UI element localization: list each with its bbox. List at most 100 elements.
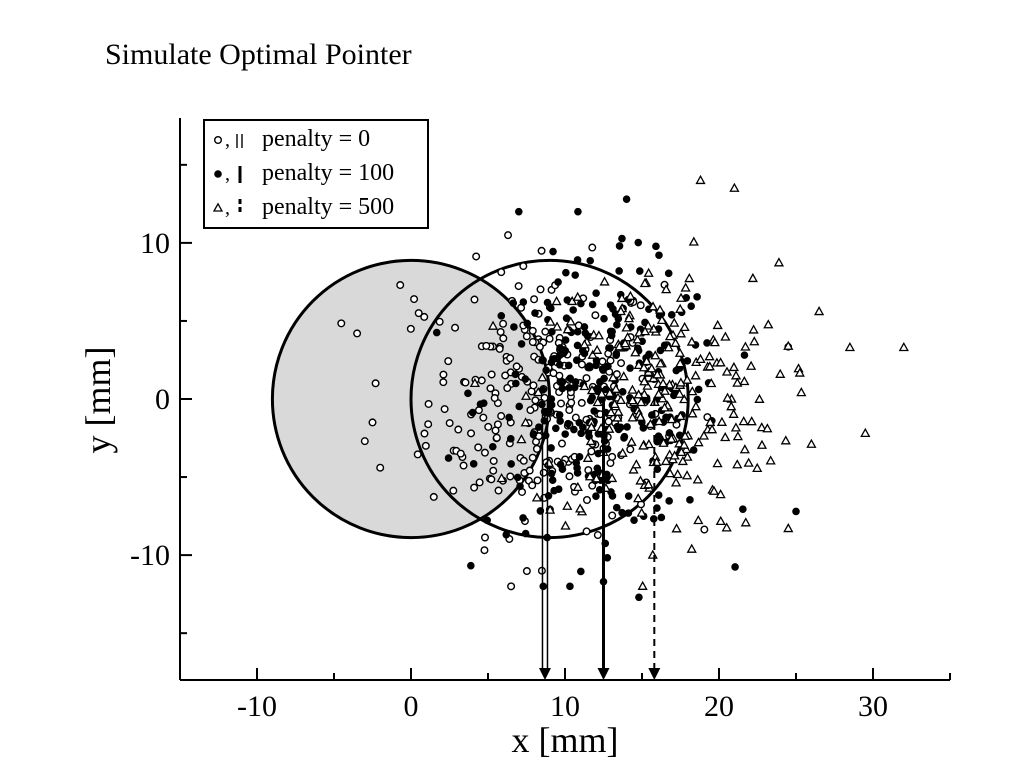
data-point	[609, 305, 617, 313]
data-point	[645, 418, 656, 429]
data-point	[592, 344, 603, 354]
data-point	[730, 370, 742, 380]
data-point	[720, 431, 731, 442]
data-point	[636, 396, 647, 407]
data-point	[496, 327, 505, 336]
y-tick-label: 0	[155, 383, 170, 416]
data-point	[413, 450, 422, 459]
x-tick-label: 20	[704, 690, 734, 723]
data-point	[519, 456, 528, 465]
data-point	[556, 417, 564, 425]
data-point	[445, 419, 454, 428]
data-point	[586, 421, 597, 432]
data-point	[469, 377, 480, 388]
data-point	[555, 360, 564, 369]
data-point	[481, 533, 490, 542]
data-point	[600, 314, 608, 323]
data-point	[643, 267, 654, 277]
data-point	[657, 513, 666, 522]
data-point	[487, 475, 496, 484]
data-point	[499, 334, 508, 343]
data-point	[539, 356, 547, 365]
data-point	[461, 378, 470, 387]
data-point	[643, 479, 654, 489]
data-point	[509, 299, 518, 307]
data-point	[659, 402, 670, 412]
data-point	[623, 313, 635, 323]
data-point	[585, 435, 596, 446]
data-point	[486, 384, 495, 393]
data-point	[556, 351, 564, 359]
data-point	[722, 392, 733, 402]
data-point	[435, 317, 444, 326]
data-point	[557, 439, 566, 448]
data-point	[698, 430, 710, 440]
data-point	[558, 384, 567, 393]
data-point	[573, 256, 582, 264]
data-point	[715, 515, 726, 526]
data-point	[844, 341, 856, 352]
data-point	[467, 429, 476, 438]
data-point	[545, 316, 556, 326]
data-point	[577, 567, 585, 576]
data-point	[564, 361, 573, 370]
data-point	[537, 246, 546, 255]
data-point	[517, 340, 526, 348]
data-point	[671, 523, 682, 533]
data-point	[444, 357, 453, 366]
data-point	[571, 378, 580, 386]
data-point	[502, 530, 511, 539]
data-point	[603, 553, 612, 562]
data-point	[542, 366, 550, 375]
data-point	[444, 454, 453, 462]
data-point	[613, 406, 624, 416]
data-point	[773, 257, 785, 267]
data-point	[732, 431, 743, 441]
data-point	[432, 328, 441, 337]
data-point	[572, 356, 581, 364]
data-point	[557, 399, 566, 408]
data-point	[539, 468, 548, 477]
data-point	[503, 383, 512, 392]
data-point	[565, 384, 574, 392]
data-point	[573, 327, 582, 336]
data-point	[531, 309, 539, 317]
data-point	[684, 273, 695, 283]
data-point	[612, 412, 623, 422]
data-point	[642, 380, 653, 390]
x-tick-label: 10	[550, 690, 580, 723]
data-point	[515, 207, 523, 216]
data-point	[726, 401, 737, 411]
data-point	[792, 507, 800, 516]
data-point	[464, 389, 472, 398]
data-point	[693, 437, 704, 447]
data-point	[484, 422, 493, 431]
data-point	[675, 303, 686, 313]
data-point	[638, 440, 649, 450]
data-point	[617, 447, 628, 457]
data-point	[612, 351, 621, 360]
data-point	[551, 321, 563, 331]
data-point	[590, 407, 598, 415]
data-point	[520, 390, 532, 400]
data-point	[620, 434, 628, 442]
data-point	[628, 464, 639, 474]
arrow-head	[597, 668, 610, 680]
data-point	[626, 445, 635, 454]
data-point	[505, 413, 513, 422]
data-point	[609, 398, 620, 409]
data-point	[775, 368, 786, 378]
data-point	[522, 332, 531, 341]
data-point	[440, 405, 449, 414]
data-point	[519, 514, 527, 522]
data-point	[783, 340, 794, 350]
data-point	[683, 357, 692, 365]
data-point	[480, 546, 489, 555]
data-point	[664, 331, 676, 341]
data-point	[806, 438, 817, 448]
data-point	[506, 472, 515, 481]
data-point	[587, 447, 596, 456]
data-point	[495, 344, 504, 353]
data-point	[679, 439, 690, 449]
data-point	[537, 372, 548, 382]
